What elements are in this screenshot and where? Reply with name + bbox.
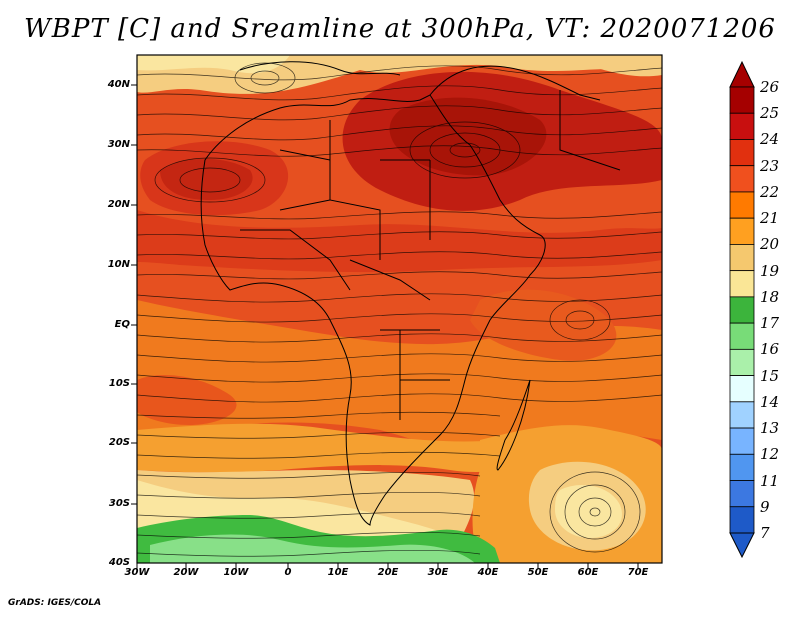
colorbar-segment bbox=[729, 86, 755, 114]
lon-label-20w: 20W bbox=[173, 567, 199, 578]
axis-ticks bbox=[131, 84, 639, 569]
colorbar-segment bbox=[729, 270, 755, 298]
colorbar-segment bbox=[729, 506, 755, 534]
map-frame bbox=[136, 54, 663, 564]
colorbar-segment bbox=[729, 165, 755, 193]
colorbar-label: 11 bbox=[760, 471, 780, 490]
colorbar-segment bbox=[729, 375, 755, 403]
colorbar-segment bbox=[729, 296, 755, 324]
lon-label-50e: 50E bbox=[527, 567, 549, 578]
lat-label-eq: EQ bbox=[114, 319, 130, 330]
colorbar-label: 7 bbox=[760, 524, 770, 542]
lon-label-30e: 30E bbox=[427, 567, 449, 578]
colorbar-label: 17 bbox=[760, 314, 780, 333]
lon-label-30w: 30W bbox=[124, 567, 150, 578]
colorbar-label: 9 bbox=[760, 497, 770, 516]
colorbar-label: 23 bbox=[760, 156, 780, 175]
colorbar-segment bbox=[729, 401, 755, 429]
colorbar-segment bbox=[729, 112, 755, 140]
lon-label-20e: 20E bbox=[377, 567, 399, 578]
colorbar-segment bbox=[729, 348, 755, 376]
colorbar-label: 19 bbox=[760, 261, 780, 280]
lon-label-70e: 70E bbox=[627, 567, 649, 578]
colorbar-segment bbox=[729, 322, 755, 350]
colorbar-label: 16 bbox=[760, 340, 780, 359]
colorbar-label: 25 bbox=[760, 104, 780, 123]
lat-label-10s: 10S bbox=[108, 378, 130, 389]
colorbar-label: 20 bbox=[760, 235, 780, 254]
colorbar-segment bbox=[729, 480, 755, 508]
colorbar-segment bbox=[729, 427, 755, 455]
colorbar-segment bbox=[729, 139, 755, 167]
lat-label-20n: 20N bbox=[107, 199, 130, 210]
map-title: WBPT [C] and Sreamline at 300hPa, VT: 20… bbox=[24, 14, 776, 44]
colorbar-bottom-triangle bbox=[729, 532, 755, 559]
wbpt-field bbox=[137, 55, 662, 563]
colorbar-label: 15 bbox=[760, 366, 780, 385]
colorbar-label: 13 bbox=[760, 419, 780, 438]
lat-label-30n: 30N bbox=[107, 139, 130, 150]
lat-label-40n: 40N bbox=[107, 79, 130, 90]
colorbar-label: 24 bbox=[760, 130, 780, 149]
colorbar-segment bbox=[729, 191, 755, 219]
colorbar-top-triangle bbox=[729, 60, 755, 88]
lat-label-40s: 40S bbox=[108, 557, 130, 568]
colorbar-label: 22 bbox=[760, 182, 780, 201]
colorbar-segments bbox=[729, 86, 755, 534]
colorbar-label: 12 bbox=[760, 445, 780, 464]
colorbar-segment bbox=[729, 217, 755, 245]
colorbar-label: 14 bbox=[760, 392, 780, 411]
lon-label-10e: 10E bbox=[327, 567, 349, 578]
lat-label-30s: 30S bbox=[108, 498, 130, 509]
lon-label-10w: 10W bbox=[223, 567, 249, 578]
colorbar bbox=[729, 60, 755, 559]
colorbar-segment bbox=[729, 244, 755, 272]
lon-label-60e: 60E bbox=[577, 567, 599, 578]
colorbar-segment bbox=[729, 453, 755, 481]
lat-label-10n: 10N bbox=[107, 259, 130, 270]
colorbar-label: 26 bbox=[760, 78, 780, 96]
colorbar-label: 21 bbox=[760, 209, 780, 228]
lon-label-0: 0 bbox=[284, 567, 292, 578]
colorbar-label: 18 bbox=[760, 287, 780, 306]
lat-label-20s: 20S bbox=[108, 437, 130, 448]
grads-credit: GrADS: IGES/COLA bbox=[8, 598, 102, 608]
lon-label-40e: 40E bbox=[477, 567, 499, 578]
